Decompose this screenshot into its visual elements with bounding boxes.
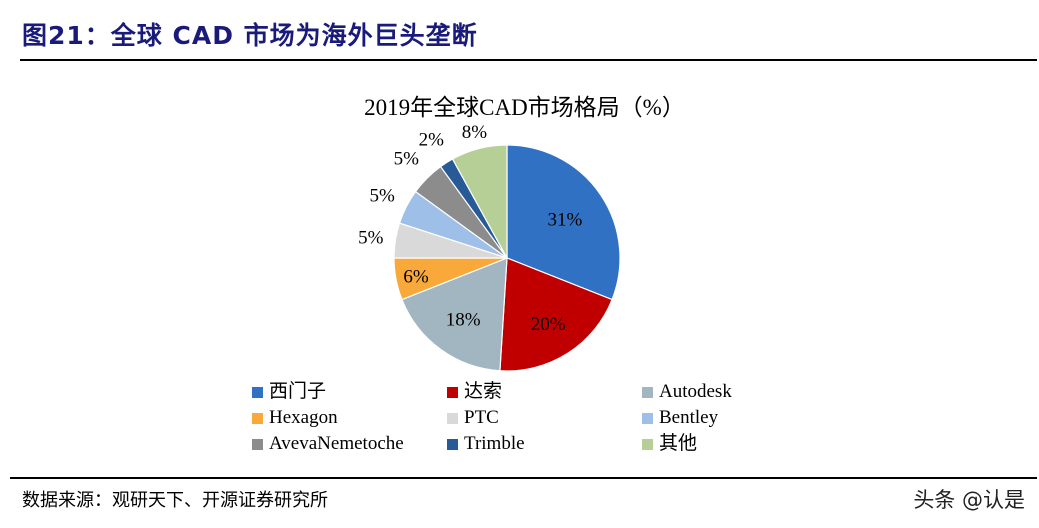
data-label-5: 5% (369, 185, 395, 206)
watermark: 头条 @认是 (913, 488, 1025, 512)
legend-item: 西门子 (252, 379, 447, 405)
chart-title: 2019年全球CAD市场格局（%） (364, 95, 685, 120)
data-label-8: 8% (462, 122, 488, 143)
legend-label: Hexagon (269, 407, 338, 428)
data-label-0: 31% (548, 210, 583, 231)
legend-label: 其他 (659, 433, 698, 454)
pie-slice-8 (451, 144, 508, 259)
legend-item: 达索 (447, 379, 642, 405)
legend-item: Bentley (642, 405, 762, 431)
data-label-1: 20% (531, 314, 566, 335)
legend-swatch (642, 412, 653, 424)
data-label-2: 18% (446, 309, 481, 330)
data-label-3: 6% (403, 266, 429, 287)
legend-swatch (642, 438, 653, 450)
legend-swatch (252, 386, 263, 398)
legend-label: 达索 (464, 381, 503, 402)
legend-swatch (252, 412, 263, 424)
legend-swatch (447, 386, 458, 398)
legend-swatch (642, 386, 653, 398)
legend-item: PTC (447, 405, 642, 431)
title-divider (20, 59, 1037, 61)
legend-label: PTC (464, 407, 499, 428)
legend-swatch (447, 412, 458, 424)
legend-swatch (252, 438, 263, 450)
legend-label: AvevaNemetoche (269, 433, 404, 454)
legend-label: Trimble (464, 433, 525, 454)
footer-divider (10, 477, 1037, 479)
data-label-7: 2% (419, 130, 445, 151)
pie-slice-2 (401, 257, 508, 372)
legend-item: Trimble (447, 431, 642, 457)
legend-item: 其他 (642, 431, 762, 457)
legend-item: AvevaNemetoche (252, 431, 447, 457)
pie-slice-1 (499, 257, 613, 372)
legend-label: 西门子 (269, 381, 327, 402)
legend-swatch (447, 438, 458, 450)
legend-label: Bentley (659, 407, 719, 428)
legend-item: Autodesk (642, 379, 762, 405)
legend-label: Autodesk (659, 381, 732, 402)
data-label-6: 5% (394, 148, 420, 169)
source-note: 数据来源：观研天下、开源证券研究所 (22, 490, 328, 511)
data-label-4: 5% (358, 227, 384, 248)
chart-legend: 西门子 达索 Autodesk Hexagon PTC Bentley AvevaNemet… (252, 379, 752, 457)
pie-slice-0 (506, 144, 621, 301)
legend-item: Hexagon (252, 405, 447, 431)
figure-title: 图21：全球 CAD 市场为海外巨头垄断 (22, 21, 478, 50)
